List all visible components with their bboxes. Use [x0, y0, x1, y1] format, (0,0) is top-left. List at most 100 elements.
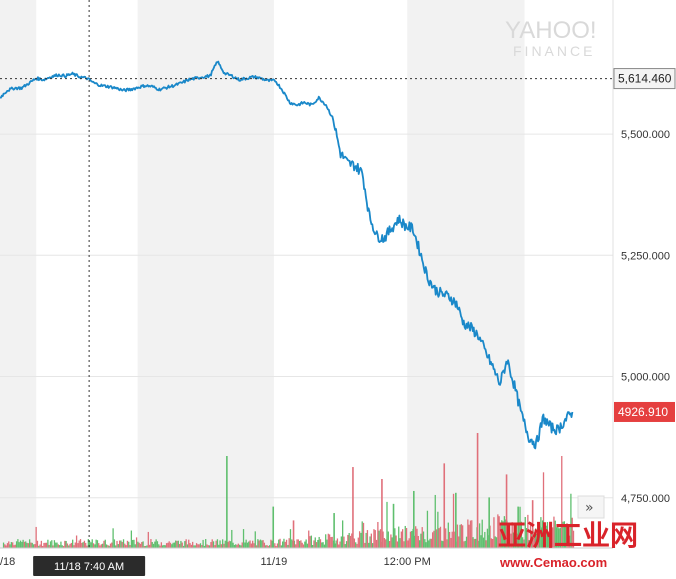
- volume-bar: [227, 542, 229, 548]
- volume-bar: [275, 545, 277, 548]
- volume-bar: [263, 542, 266, 548]
- volume-bar: [284, 541, 286, 548]
- volume-bar: [437, 511, 439, 548]
- volume-bar: [434, 494, 436, 548]
- volume-bar: [17, 539, 19, 548]
- volume-bar: [22, 539, 24, 548]
- volume-bar: [420, 533, 422, 548]
- volume-bar: [385, 539, 387, 548]
- volume-bar: [396, 541, 399, 548]
- volume-bar: [461, 525, 464, 548]
- volume-bar: [416, 528, 418, 548]
- volume-bar: [438, 528, 440, 548]
- volume-bar: [486, 528, 489, 548]
- volume-bar: [124, 543, 126, 548]
- volume-bar: [142, 541, 144, 548]
- volume-bar: [266, 545, 268, 548]
- volume-bar: [113, 539, 116, 548]
- volume-bar: [280, 545, 283, 548]
- volume-bar: [6, 543, 9, 548]
- volume-bar: [405, 528, 408, 548]
- volume-bar: [30, 542, 32, 548]
- volume-bar: [370, 533, 372, 548]
- volume-bar: [156, 541, 159, 548]
- volume-bar: [95, 539, 97, 548]
- volume-bar: [68, 545, 70, 548]
- volume-bar: [321, 542, 323, 548]
- volume-bar: [244, 542, 246, 548]
- x-tick-label: 11/19: [261, 556, 288, 568]
- volume-bar: [79, 539, 82, 548]
- crosshair-value-text: 5,614.460: [618, 72, 672, 86]
- volume-bar: [257, 539, 259, 548]
- volume-bar: [377, 521, 379, 548]
- volume-bar: [219, 540, 221, 548]
- volume-bar: [498, 516, 500, 548]
- volume-bar: [298, 540, 301, 548]
- volume-bar: [331, 536, 333, 548]
- crosshair-time-text: 11/18 7:40 AM: [54, 561, 124, 573]
- volume-bar: [13, 545, 15, 548]
- volume-bar: [10, 542, 13, 548]
- volume-bar: [529, 522, 532, 548]
- volume-bar: [338, 544, 340, 548]
- volume-bar: [489, 525, 491, 548]
- volume-spike: [476, 433, 479, 548]
- volume-bar: [515, 522, 517, 548]
- volume-bar: [62, 545, 65, 548]
- volume-bar: [302, 544, 305, 548]
- volume-bar: [562, 521, 564, 548]
- volume-bar: [143, 545, 146, 548]
- volume-bar: [514, 527, 516, 548]
- volume-bar: [189, 543, 191, 548]
- volume-bar: [398, 526, 400, 548]
- volume-bar: [194, 545, 196, 548]
- volume-bar: [146, 545, 148, 548]
- volume-bar: [358, 531, 361, 548]
- volume-bar: [330, 537, 332, 548]
- volume-bar: [181, 542, 183, 548]
- volume-bar: [567, 530, 569, 548]
- volume-bar: [167, 542, 169, 548]
- volume-bar: [224, 540, 226, 548]
- volume-bar: [503, 516, 506, 548]
- scroll-right-button[interactable]: »: [577, 495, 605, 519]
- volume-bar: [471, 520, 473, 548]
- volume-bar: [493, 517, 495, 548]
- volume-bar: [279, 538, 281, 548]
- volume-bar: [435, 529, 438, 548]
- volume-bar: [116, 540, 118, 548]
- volume-bar: [391, 537, 393, 548]
- volume-bar: [145, 545, 147, 548]
- volume-bar: [121, 541, 123, 548]
- y-tick-label: 5,000.000: [621, 372, 670, 384]
- volume-bar: [374, 530, 376, 548]
- volume-bar: [550, 535, 552, 548]
- volume-bar: [296, 539, 298, 548]
- volume-bar: [19, 540, 22, 548]
- volume-bar: [85, 542, 87, 548]
- volume-bar: [293, 540, 296, 548]
- volume-bar: [229, 541, 232, 548]
- volume-bar: [245, 539, 247, 548]
- y-axis: 5,500.000 5,250.000 5,000.000 4,750.000: [621, 129, 670, 505]
- volume-bar: [426, 510, 429, 548]
- crosshair-time-label: 11/18 7:40 AM: [33, 556, 146, 576]
- volume-bar: [98, 543, 100, 548]
- volume-bar: [238, 544, 241, 548]
- volume-bar: [115, 545, 117, 548]
- volume-bar: [171, 544, 173, 548]
- volume-bar: [465, 536, 468, 548]
- volume-bar: [21, 541, 23, 548]
- volume-bar: [34, 544, 36, 548]
- volume-bar: [407, 540, 409, 548]
- volume-bar: [86, 545, 88, 548]
- volume-bar: [134, 544, 136, 548]
- volume-bar: [246, 542, 249, 548]
- volume-bar: [304, 541, 306, 548]
- volume-bar: [64, 540, 66, 548]
- volume-bar: [554, 520, 556, 548]
- volume-bar: [214, 545, 216, 548]
- volume-bar: [212, 541, 215, 548]
